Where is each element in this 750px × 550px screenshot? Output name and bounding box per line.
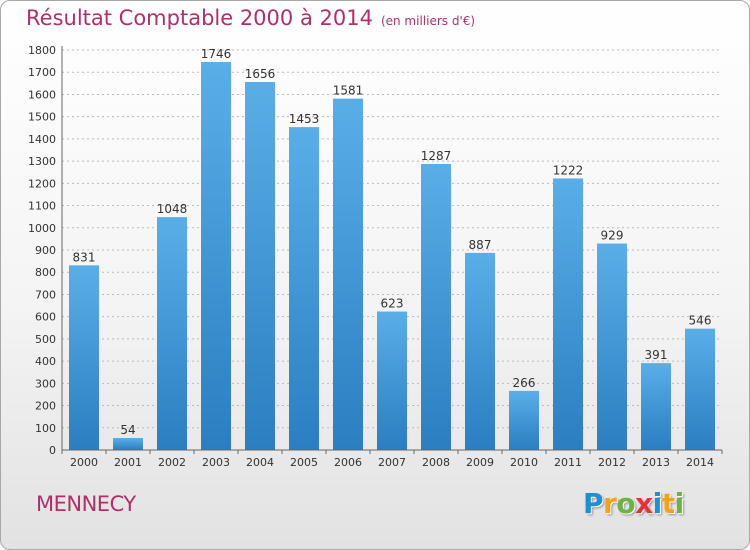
bar-2005: [289, 127, 319, 450]
bar-value-label: 266: [513, 376, 536, 390]
logo-letter: x: [635, 487, 653, 520]
x-tick-label: 2004: [246, 456, 274, 469]
logo-letter: o: [616, 487, 636, 520]
bar-2003: [201, 62, 231, 450]
bar-value-label: 623: [381, 297, 404, 311]
bar-value-label: 887: [469, 238, 492, 252]
x-tick-label: 2003: [202, 456, 230, 469]
y-tick-label: 1100: [28, 200, 56, 213]
bar-2010: [509, 390, 539, 450]
y-tick-label: 1300: [28, 155, 56, 168]
y-tick-label: 700: [35, 288, 56, 301]
bar-2009: [465, 252, 495, 450]
bar-2001: [113, 438, 143, 450]
chart-unit: (en milliers d'€): [380, 14, 476, 28]
proxiti-logo[interactable]: Proxiti: [583, 487, 684, 520]
bar-2006: [333, 98, 363, 451]
bar-value-label: 546: [689, 314, 712, 328]
x-tick-label: 2011: [554, 456, 582, 469]
bar-value-label: 1287: [421, 149, 452, 163]
y-tick-label: 400: [35, 355, 56, 368]
bar-value-label: 1453: [289, 112, 320, 126]
bar-value-label: 54: [120, 423, 135, 437]
logo-letter: i: [674, 487, 685, 520]
x-tick-label: 2000: [70, 456, 98, 469]
bar-2014: [685, 328, 715, 450]
chart-header: Résultat Comptable 2000 à 2014 (en millie…: [26, 6, 475, 30]
bar-value-label: 1581: [333, 84, 364, 98]
bar-value-labels: 831 54 1048 1746 1656 1453 1581 623 1287 887 266 12…: [73, 47, 712, 437]
bar-2002: [157, 217, 187, 450]
bar-value-label: 391: [645, 348, 668, 362]
bar-2004: [245, 82, 275, 450]
x-tick-label: 2009: [466, 456, 494, 469]
logo-letter: P: [583, 487, 604, 520]
y-tick-label: 0: [49, 444, 56, 457]
x-tick-label: 2014: [686, 456, 714, 469]
x-tick-label: 2001: [114, 456, 142, 469]
x-tick-label: 2007: [378, 456, 406, 469]
bar-2007: [377, 311, 407, 450]
y-tick-label: 1400: [28, 133, 56, 146]
y-tick-label: 1700: [28, 66, 56, 79]
x-tick-label: 2013: [642, 456, 670, 469]
x-tick-label: 2010: [510, 456, 538, 469]
bar-value-label: 1048: [157, 202, 188, 216]
logo-letter: r: [603, 487, 617, 520]
y-tick-label: 1000: [28, 222, 56, 235]
y-tick-label: 1200: [28, 177, 56, 190]
city-name: MENNECY: [36, 492, 136, 516]
y-tick-label: 800: [35, 266, 56, 279]
y-tick-label: 300: [35, 377, 56, 390]
y-tick-label: 600: [35, 311, 56, 324]
x-tick-label: 2006: [334, 456, 362, 469]
logo-letter: i: [652, 487, 663, 520]
y-tick-label: 500: [35, 333, 56, 346]
bar-value-label: 929: [601, 229, 624, 243]
x-tick-label: 2005: [290, 456, 318, 469]
y-tick-label: 1600: [28, 88, 56, 101]
y-tick-label: 1500: [28, 111, 56, 124]
bars: [69, 62, 715, 451]
bar-2011: [553, 178, 583, 450]
bar-value-label: 1746: [201, 47, 232, 61]
bar-2008: [421, 164, 451, 450]
bar-2012: [597, 243, 627, 450]
bar-value-label: 831: [73, 250, 96, 264]
x-tick-label: 2002: [158, 456, 186, 469]
x-tick-label: 2008: [422, 456, 450, 469]
x-tick-label: 2012: [598, 456, 626, 469]
y-tick-labels: 0 100 200 300 400 500 600 700 800 900 1000 1100 1200…: [28, 44, 56, 457]
x-tick-labels: 2000 2001 2002 2003 2004 2005 2006 2007 2008 2009…: [61, 450, 723, 469]
y-tick-label: 1800: [28, 44, 56, 57]
y-tick-label: 100: [35, 422, 56, 435]
y-tick-label: 900: [35, 244, 56, 257]
bar-2013: [641, 363, 671, 450]
axes: [61, 46, 722, 451]
chart-title: Résultat Comptable 2000 à 2014: [26, 6, 373, 30]
bar-2000: [69, 265, 99, 450]
bar-value-label: 1222: [553, 163, 584, 177]
bar-value-label: 1656: [245, 67, 276, 81]
logo-letter: t: [661, 487, 675, 520]
y-tick-label: 200: [35, 400, 56, 413]
